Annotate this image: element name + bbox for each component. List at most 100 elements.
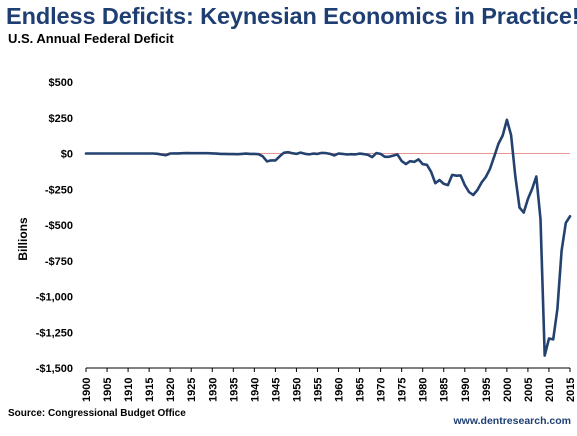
data-point	[396, 153, 399, 156]
x-tick-label: 1925	[186, 378, 198, 402]
data-point	[417, 158, 420, 161]
data-point	[531, 187, 534, 190]
data-point	[114, 152, 117, 155]
data-point	[181, 152, 184, 155]
data-point	[543, 354, 546, 357]
data-point	[409, 160, 412, 163]
data-point	[291, 152, 294, 155]
data-point	[190, 152, 193, 155]
data-point	[438, 178, 441, 181]
x-tick-label: 1930	[207, 378, 219, 402]
source-note: Source: Congressional Budget Office	[8, 408, 186, 419]
data-point	[514, 175, 517, 178]
data-point	[253, 152, 256, 155]
x-tick-label: 1985	[439, 378, 451, 402]
data-point	[489, 167, 492, 170]
y-tick-label: -$1,000	[36, 292, 73, 304]
data-point	[505, 118, 508, 121]
data-point	[282, 151, 285, 154]
y-tick-label: -$250	[45, 184, 73, 196]
data-point	[522, 211, 525, 214]
data-point	[93, 152, 96, 155]
data-point	[354, 153, 357, 156]
data-point	[118, 152, 121, 155]
x-tick-label: 2010	[544, 378, 556, 402]
y-tick-label: $250	[49, 113, 73, 125]
data-point	[569, 215, 571, 218]
data-point	[299, 151, 302, 154]
data-point	[177, 152, 180, 155]
data-point	[244, 152, 247, 155]
data-point	[329, 152, 332, 155]
data-point	[169, 152, 172, 155]
data-point	[219, 152, 222, 155]
data-point	[303, 152, 306, 155]
data-point	[186, 152, 189, 155]
x-tick-label: 1970	[376, 378, 388, 402]
data-point	[156, 152, 159, 155]
data-point	[97, 152, 100, 155]
data-point	[312, 152, 315, 155]
data-point	[552, 338, 555, 341]
data-point	[501, 134, 504, 137]
data-point	[143, 152, 146, 155]
data-point	[350, 153, 353, 156]
data-point	[383, 155, 386, 158]
chart-subtitle: U.S. Annual Federal Deficit	[8, 31, 174, 46]
deficit-series-line	[84, 118, 572, 357]
data-point	[463, 184, 466, 187]
data-point	[211, 152, 214, 155]
page-title: Endless Deficits: Keynesian Economics in…	[6, 3, 577, 29]
data-point	[160, 153, 163, 156]
data-point	[261, 155, 264, 158]
y-tick-label: -$1,250	[36, 327, 73, 339]
data-point	[404, 163, 407, 166]
data-point	[324, 152, 327, 155]
y-tick-label: -$500	[45, 220, 73, 232]
data-point	[375, 152, 378, 155]
data-point	[345, 153, 348, 156]
data-point	[215, 152, 218, 155]
data-point	[236, 153, 239, 156]
y-tick-label: -$1,500	[36, 363, 73, 375]
data-point	[535, 175, 538, 178]
x-tick-label: 1945	[270, 378, 282, 402]
data-point	[421, 163, 424, 166]
data-point	[308, 153, 311, 156]
x-tick-label: 1935	[228, 378, 240, 402]
x-tick-label: 2000	[502, 378, 514, 402]
data-point	[278, 155, 281, 158]
data-point	[371, 156, 374, 159]
data-point	[202, 152, 205, 155]
data-point	[341, 152, 344, 155]
data-point	[207, 152, 210, 155]
data-point	[173, 152, 176, 155]
data-point	[110, 152, 113, 155]
x-tick-label: 1900	[81, 378, 93, 402]
website-link[interactable]: www.dentresearch.com	[453, 415, 571, 427]
x-tick-label: 1990	[460, 378, 472, 402]
x-tick-label: 1920	[165, 378, 177, 402]
data-point	[459, 174, 462, 177]
data-point	[446, 184, 449, 187]
data-point	[442, 182, 445, 185]
data-point	[379, 152, 382, 155]
x-tick-label: 2005	[523, 378, 535, 402]
data-point	[425, 163, 428, 166]
data-point	[295, 152, 298, 155]
data-point	[413, 160, 416, 163]
data-point	[400, 160, 403, 163]
data-point	[152, 152, 155, 155]
data-point	[392, 154, 395, 157]
x-tick-label: 2015	[565, 378, 577, 402]
data-point	[122, 152, 125, 155]
y-axis-label: Billions	[16, 217, 30, 261]
data-point	[228, 153, 231, 156]
data-point	[164, 154, 167, 157]
data-point	[358, 152, 361, 155]
x-tick-label: 1960	[334, 378, 346, 402]
data-point	[85, 152, 87, 155]
data-point	[106, 152, 109, 155]
data-point	[455, 174, 458, 177]
